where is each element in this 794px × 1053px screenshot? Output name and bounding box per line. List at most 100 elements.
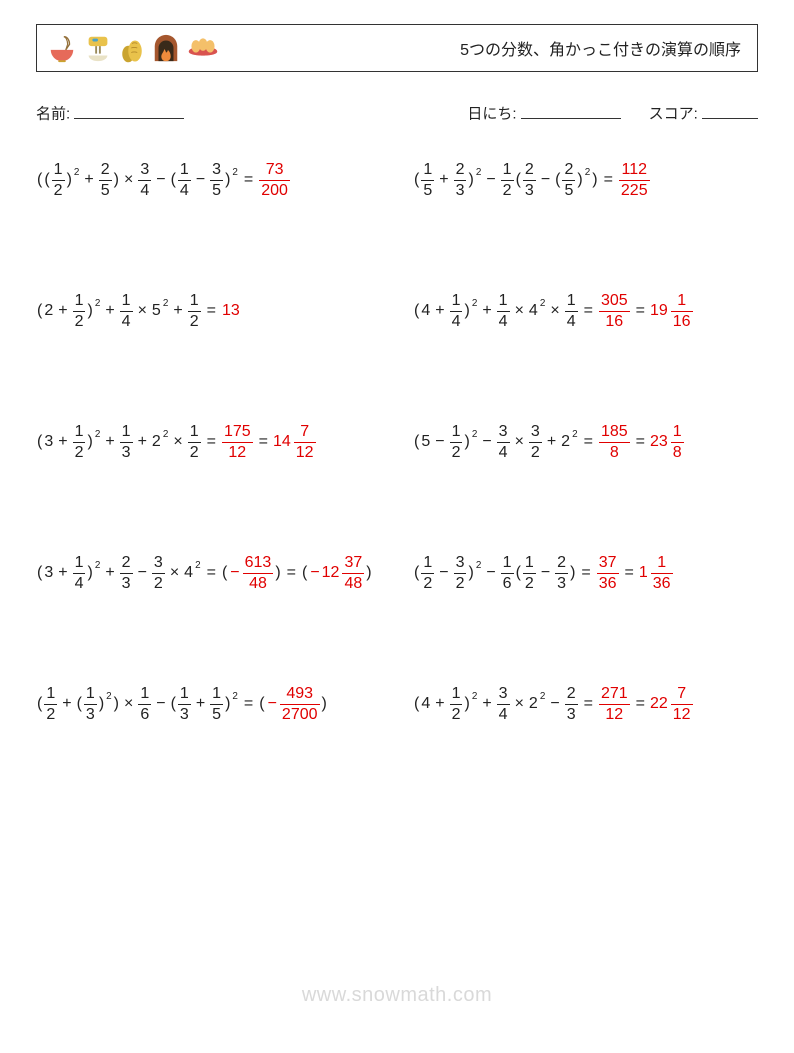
problem-row: (12+(13)2)×16−(13+15)2=(−4932700)(4+12)2… (36, 684, 758, 725)
exponent: 2 (94, 299, 102, 309)
exponent: 2 (94, 430, 102, 440)
expression: (15+23)2−12(23−(25)2)=112225 (413, 160, 651, 201)
answer: 1136 (639, 553, 674, 594)
fraction: 12 (43, 684, 58, 725)
exponent: 2 (475, 168, 483, 178)
oven-icon (151, 33, 181, 63)
expression: (12+(13)2)×16−(13+15)2=(−4932700) (36, 684, 328, 725)
score-label-text: スコア: (649, 106, 698, 123)
exponent: 2 (584, 168, 592, 178)
operator: − (537, 172, 554, 188)
equals: = (576, 565, 595, 581)
fraction: 136 (650, 553, 674, 594)
mixed-number: 14712 (273, 422, 317, 463)
fraction: 25 (98, 160, 113, 201)
fraction: 4932700 (279, 684, 321, 725)
operator: × (169, 434, 186, 450)
fraction: 12 (522, 553, 537, 594)
problem-cell: (5−12)2−34×32+ 22=1858=2318 (413, 422, 774, 463)
operator: + (169, 303, 186, 319)
fraction: 13 (119, 422, 134, 463)
problem-cell: ((12)2+25)×34−(14−35)2=73200 (36, 160, 397, 201)
operator: − (478, 434, 495, 450)
equals: = (202, 303, 221, 319)
fraction: 116 (670, 291, 694, 332)
answer: 112225 (618, 160, 651, 201)
operator: + (101, 565, 118, 581)
header-icons (47, 33, 219, 63)
fraction: 12 (187, 291, 202, 332)
fraction: 15 (420, 160, 435, 201)
bowl-icon (47, 33, 77, 63)
answer: 17512 (221, 422, 254, 463)
fraction: 23 (554, 553, 569, 594)
name-label-text: 名前: (36, 106, 70, 123)
operator: − (431, 434, 448, 450)
fraction: 32 (151, 553, 166, 594)
operator: × (511, 434, 528, 450)
operator: × (120, 696, 137, 712)
fraction: 14 (72, 553, 87, 594)
operator: − (134, 565, 151, 581)
fraction: 13 (177, 684, 192, 725)
fraction: 12 (449, 684, 464, 725)
expression: (4+12)2+34× 22−23=27112=22712 (413, 684, 694, 725)
score-blank[interactable] (702, 102, 758, 119)
operator: + (435, 172, 452, 188)
bread-icon (119, 33, 145, 63)
fraction: 12 (420, 553, 435, 594)
problem-cell: (3+12)2+13+ 22×12=17512=14712 (36, 422, 397, 463)
operator: + (54, 303, 71, 319)
date-label: 日にち: (467, 102, 620, 124)
meta-row: 名前: 日にち: スコア: (36, 102, 758, 124)
exponent: 2 (73, 168, 81, 178)
fraction: 23 (564, 684, 579, 725)
fraction: 17512 (221, 422, 254, 463)
fraction: 15 (209, 684, 224, 725)
operator: + (54, 434, 71, 450)
equals: = (631, 303, 650, 319)
problem-cell: (12−32)2−16(12−23)=3736=1136 (413, 553, 774, 594)
answer: 30516 (598, 291, 631, 332)
expression: (5−12)2−34×32+ 22=1858=2318 (413, 422, 685, 463)
date-blank[interactable] (521, 102, 621, 119)
problem-cell: (12+(13)2)×16−(13+15)2=(−4932700) (36, 684, 397, 725)
operator: − (435, 565, 452, 581)
name-label: 名前: (36, 102, 184, 124)
fraction: 61348 (242, 553, 275, 594)
answer: 27112 (598, 684, 631, 725)
fraction: 14 (449, 291, 464, 332)
name-blank[interactable] (74, 102, 184, 119)
fraction: 73200 (258, 160, 291, 201)
operator: × (511, 696, 528, 712)
operator: + (58, 696, 75, 712)
mixed-number: 1136 (639, 553, 674, 594)
problem-cell: (4+14)2+14× 42×14=30516=19116 (413, 291, 774, 332)
equals: = (239, 172, 258, 188)
problem-row: (3+14)2+23−32× 42=(−61348)=(−123748)(12−… (36, 553, 758, 594)
answer: 1858 (598, 422, 631, 463)
fraction: 12 (187, 422, 202, 463)
mixed-number: 123748 (322, 553, 366, 594)
eggs-icon (187, 35, 219, 63)
operator: + (543, 434, 560, 450)
operator: × (120, 172, 137, 188)
answer: 14712 (273, 422, 317, 463)
problem-cell: (3+14)2+23−32× 42=(−61348)=(−123748) (36, 553, 397, 594)
fraction: 14 (496, 291, 511, 332)
operator: + (101, 434, 118, 450)
operator: + (134, 434, 151, 450)
operator: − (482, 565, 499, 581)
fraction: 12 (72, 291, 87, 332)
operator: × (166, 565, 183, 581)
fraction: 112225 (618, 160, 651, 201)
equals: = (631, 434, 650, 450)
answer: 73200 (258, 160, 291, 201)
mixed-number: 22712 (650, 684, 694, 725)
problem-row: ((12)2+25)×34−(14−35)2=73200(15+23)2−12(… (36, 160, 758, 201)
expression: (12−32)2−16(12−23)=3736=1136 (413, 553, 674, 594)
problems-grid: ((12)2+25)×34−(14−35)2=73200(15+23)2−12(… (36, 160, 758, 725)
exponent: 2 (471, 692, 479, 702)
exponent: 2 (94, 561, 102, 571)
fraction: 14 (177, 160, 192, 201)
